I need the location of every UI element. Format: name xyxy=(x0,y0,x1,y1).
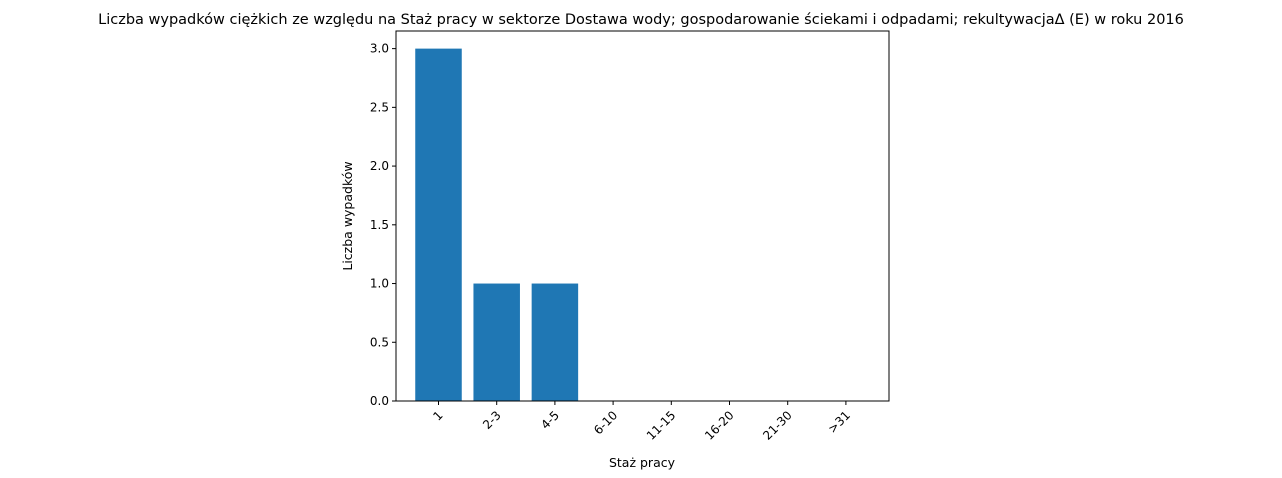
y-tick-label-5: 2.5 xyxy=(370,100,389,114)
y-tick-label-1: 0.5 xyxy=(370,335,389,349)
y-tick-label-6: 3.0 xyxy=(370,42,389,56)
x-tick-label-4: 11-15 xyxy=(644,408,679,443)
x-tick-label-6: 21-30 xyxy=(760,408,795,443)
x-tick-label-2: 4-5 xyxy=(538,408,562,432)
bars-group xyxy=(415,48,579,401)
bar-2 xyxy=(531,283,579,401)
bar-1 xyxy=(473,283,520,401)
plot-frame xyxy=(395,30,890,402)
chart-title: Liczba wypadków ciężkich ze względu na S… xyxy=(98,12,1184,28)
y-axis-label: Liczba wypadków xyxy=(340,161,355,270)
x-tick-label-1: 2-3 xyxy=(480,408,504,432)
x-tick-label-7: >31 xyxy=(825,408,853,436)
x-tick-label-0: 1 xyxy=(430,408,445,423)
x-axis-label: Staż pracy xyxy=(609,455,676,470)
x-tick-label-3: 6-10 xyxy=(591,408,620,437)
y-axis-ticks: 0.0 0.5 1.0 1.5 2.0 2.5 3.0 xyxy=(370,42,396,408)
bar-0 xyxy=(415,48,462,401)
y-tick-label-4: 2.0 xyxy=(370,159,389,173)
y-tick-label-3: 1.5 xyxy=(370,218,389,232)
x-axis-ticks: 1 2-3 4-5 6-10 11-15 16-20 21-30 >31 xyxy=(430,401,853,443)
x-tick-label-5: 16-20 xyxy=(702,408,737,443)
y-tick-label-2: 1.0 xyxy=(370,277,389,291)
y-tick-label-0: 0.0 xyxy=(370,394,389,408)
